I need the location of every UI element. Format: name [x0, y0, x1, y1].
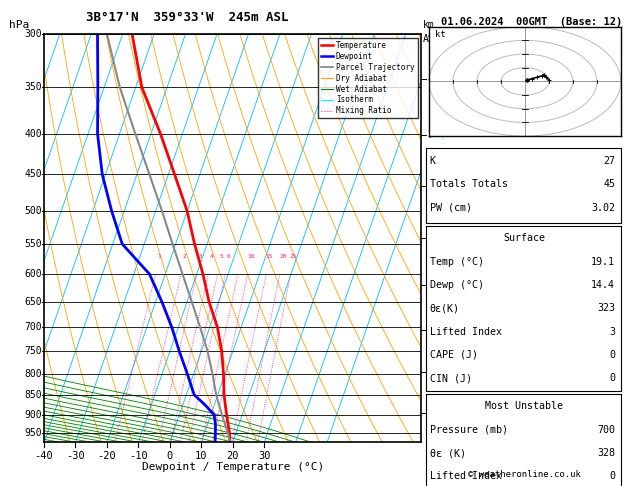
Text: 27: 27 — [603, 156, 615, 166]
Legend: Temperature, Dewpoint, Parcel Trajectory, Dry Adiabat, Wet Adiabat, Isotherm, Mi: Temperature, Dewpoint, Parcel Trajectory… — [318, 38, 418, 119]
Text: ASL: ASL — [423, 34, 441, 44]
Text: Lifted Index: Lifted Index — [430, 327, 501, 337]
Text: ╇: ╇ — [439, 28, 445, 40]
Text: CAPE (J): CAPE (J) — [430, 350, 477, 360]
Text: Dewp (°C): Dewp (°C) — [430, 280, 484, 290]
Text: 3: 3 — [609, 327, 615, 337]
Text: 5: 5 — [427, 233, 433, 243]
Text: 3B°17'N  359°33'W  245m ASL: 3B°17'N 359°33'W 245m ASL — [86, 11, 289, 24]
Text: kt: kt — [435, 30, 445, 39]
Text: 2: 2 — [182, 254, 186, 260]
Text: Temp (°C): Temp (°C) — [430, 257, 484, 267]
Text: Mixing Ratio (g/kg): Mixing Ratio (g/kg) — [447, 187, 456, 289]
Text: PW (cm): PW (cm) — [430, 203, 472, 213]
Text: 4: 4 — [427, 280, 433, 291]
Text: 20: 20 — [279, 254, 287, 260]
Text: 950: 950 — [25, 428, 42, 438]
Text: 20: 20 — [226, 451, 239, 461]
Text: 19.1: 19.1 — [591, 257, 615, 267]
Text: -10: -10 — [129, 451, 148, 461]
Text: 15: 15 — [265, 254, 273, 260]
Text: ╇: ╇ — [439, 368, 445, 380]
Text: Lifted Index: Lifted Index — [430, 471, 501, 482]
Text: 450: 450 — [25, 170, 42, 179]
Text: ╇: ╇ — [439, 205, 445, 217]
Text: CIN (J): CIN (J) — [430, 373, 472, 383]
Text: 0: 0 — [609, 350, 615, 360]
Text: -40: -40 — [35, 451, 53, 461]
Text: 550: 550 — [25, 239, 42, 249]
Text: 30: 30 — [258, 451, 270, 461]
Text: ╇: ╇ — [439, 128, 445, 139]
Text: Most Unstable: Most Unstable — [485, 401, 563, 412]
Text: -30: -30 — [66, 451, 85, 461]
Text: Pressure (mb): Pressure (mb) — [430, 425, 508, 435]
Text: 6: 6 — [227, 254, 230, 260]
Text: K: K — [430, 156, 436, 166]
Text: 01.06.2024  00GMT  (Base: 12): 01.06.2024 00GMT (Base: 12) — [441, 17, 622, 27]
Text: 750: 750 — [25, 347, 42, 356]
Text: ╇: ╇ — [439, 409, 445, 420]
Text: 14.4: 14.4 — [591, 280, 615, 290]
Text: 400: 400 — [25, 129, 42, 139]
Text: 1: 1 — [427, 408, 433, 417]
Text: 45: 45 — [603, 179, 615, 190]
Text: 700: 700 — [25, 323, 42, 332]
Text: ╇: ╇ — [439, 321, 445, 333]
X-axis label: Dewpoint / Temperature (°C): Dewpoint / Temperature (°C) — [142, 462, 324, 472]
Text: © weatheronline.co.uk: © weatheronline.co.uk — [467, 469, 581, 479]
Text: 600: 600 — [25, 269, 42, 279]
Text: 300: 300 — [25, 29, 42, 39]
Text: 328: 328 — [597, 448, 615, 458]
Text: 25: 25 — [290, 254, 298, 260]
Text: 0: 0 — [167, 451, 173, 461]
Text: 10: 10 — [247, 254, 255, 260]
Text: Surface: Surface — [503, 233, 545, 243]
Text: LCL: LCL — [427, 417, 442, 427]
Text: 3: 3 — [198, 254, 202, 260]
Text: 900: 900 — [25, 410, 42, 419]
Text: 323: 323 — [597, 303, 615, 313]
Text: 350: 350 — [25, 83, 42, 92]
Text: 850: 850 — [25, 390, 42, 400]
Text: hPa: hPa — [9, 20, 30, 30]
Text: 1: 1 — [157, 254, 161, 260]
Text: ╇: ╇ — [439, 268, 445, 280]
Text: -20: -20 — [97, 451, 116, 461]
Text: 800: 800 — [25, 369, 42, 379]
Text: θε(K): θε(K) — [430, 303, 460, 313]
Text: 0: 0 — [609, 471, 615, 482]
Text: 500: 500 — [25, 206, 42, 216]
Text: 4: 4 — [210, 254, 214, 260]
Text: 700: 700 — [597, 425, 615, 435]
Text: 5: 5 — [219, 254, 223, 260]
Text: 0: 0 — [609, 373, 615, 383]
Text: km: km — [423, 20, 435, 30]
Text: 3: 3 — [427, 325, 433, 335]
Text: 7: 7 — [427, 130, 433, 139]
Text: 6: 6 — [427, 181, 433, 191]
Text: 650: 650 — [25, 297, 42, 307]
Text: 8: 8 — [427, 74, 433, 85]
Text: 2: 2 — [427, 366, 433, 377]
Text: 10: 10 — [195, 451, 208, 461]
Text: 3.02: 3.02 — [591, 203, 615, 213]
Text: Totals Totals: Totals Totals — [430, 179, 508, 190]
Text: θε (K): θε (K) — [430, 448, 465, 458]
